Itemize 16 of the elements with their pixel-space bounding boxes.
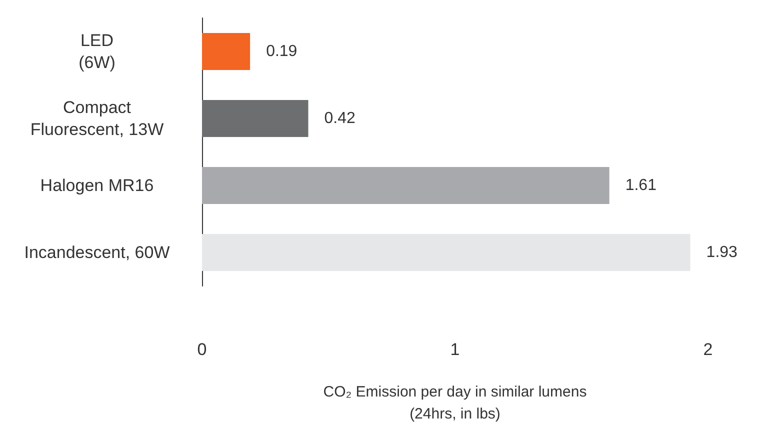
data-label: 0.19	[266, 43, 298, 60]
x-tick-label: 0	[197, 340, 207, 359]
y-tick-label: Halogen MR16	[40, 176, 154, 195]
data-label: 1.93	[706, 244, 738, 261]
y-tick-label: Incandescent, 60W	[24, 243, 170, 262]
x-tick-label: 1	[450, 340, 460, 359]
x-tick-label: 2	[703, 340, 713, 359]
data-label: 0.42	[324, 110, 356, 127]
y-tick-label: LED (6W)	[78, 31, 116, 72]
x-axis-title: CO₂ Emission per day in similar lumens (24hrs, in lbs)	[323, 384, 587, 422]
bar	[202, 100, 308, 137]
bar	[202, 234, 690, 271]
y-tick-label: Compact Fluorescent, 13W	[30, 98, 164, 139]
bar	[202, 33, 250, 70]
bar	[202, 167, 610, 204]
data-label: 1.61	[625, 177, 657, 194]
